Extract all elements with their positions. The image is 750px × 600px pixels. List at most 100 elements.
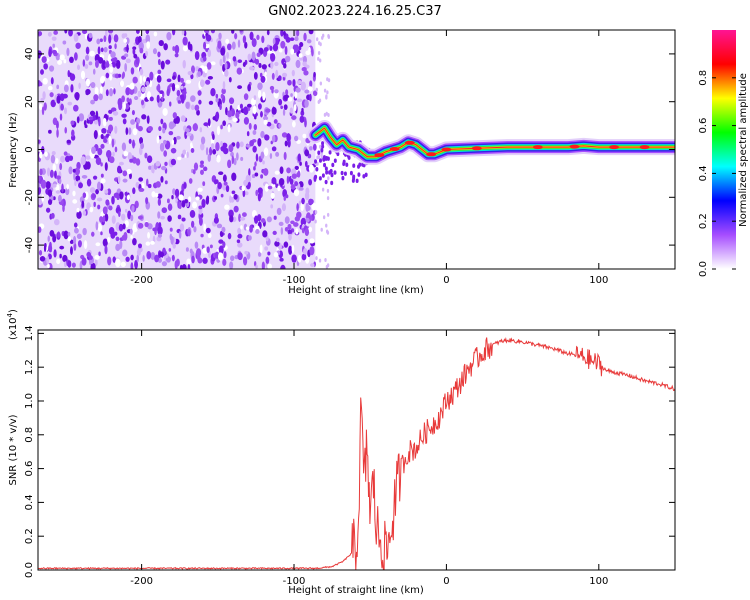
noise-speck — [232, 56, 237, 62]
noise-speck — [123, 101, 126, 111]
noise-speck — [205, 227, 211, 234]
noise-speck — [134, 259, 138, 269]
noise-speck — [263, 119, 268, 125]
noise-speck — [222, 53, 226, 64]
noise-speck — [207, 232, 212, 239]
ridge-hotspot — [389, 147, 400, 152]
noise-speck — [193, 226, 197, 233]
noise-speck — [50, 77, 54, 85]
noise-speck — [271, 146, 277, 152]
noise-speck — [128, 138, 132, 144]
noise-speck — [53, 249, 57, 258]
noise-speck — [66, 139, 71, 144]
noise-speck — [171, 122, 175, 129]
noise-speck — [40, 97, 44, 102]
snr-scale-close: ) — [8, 309, 19, 313]
signal-ridge-band — [314, 127, 675, 158]
noise-speck — [304, 89, 310, 94]
noise-speck — [76, 233, 82, 240]
noise-speck — [98, 129, 102, 136]
noise-speck — [194, 104, 200, 111]
ridge-scatter — [364, 172, 368, 178]
noise-speck — [257, 103, 262, 110]
noise-speck — [233, 193, 238, 200]
noise-speck — [257, 214, 262, 222]
noise-speck — [135, 56, 140, 65]
noise-speck — [42, 77, 48, 85]
noise-speck — [222, 120, 226, 127]
noise-speck — [237, 227, 242, 235]
noise-speck — [237, 233, 243, 239]
noise-speck — [81, 200, 85, 209]
noise-speck — [227, 159, 232, 169]
noise-speck — [73, 242, 77, 251]
snr-ytick-label: 1.2 — [24, 359, 35, 375]
colorbar-tick-label: 0.0 — [698, 261, 709, 277]
noise-speck — [297, 153, 302, 162]
noise-speck — [73, 222, 78, 228]
noise-speck — [48, 48, 52, 58]
noise-speck — [145, 197, 149, 205]
noise-speck — [112, 61, 117, 68]
noise-speck — [313, 71, 316, 78]
spectrogram-ylabel: Frequency (Hz) — [8, 112, 19, 188]
noise-speck — [139, 136, 143, 145]
noise-speck — [231, 155, 235, 165]
noise-speck — [228, 97, 235, 105]
noise-speck — [119, 161, 124, 166]
noise-speck — [80, 70, 86, 80]
noise-speck — [187, 41, 191, 51]
noise-speck — [88, 61, 93, 66]
noise-speck — [152, 48, 158, 55]
noise-speck — [296, 98, 303, 103]
ridge-scatter — [324, 179, 328, 185]
noise-speck — [236, 67, 243, 75]
noise-speck — [130, 235, 133, 239]
noise-speck — [50, 154, 56, 164]
noise-speck — [297, 254, 302, 263]
noise-speck — [199, 127, 203, 133]
noise-speck — [60, 103, 64, 111]
noise-speck — [152, 227, 157, 232]
noise-speck — [158, 126, 162, 132]
noise-speck — [122, 223, 126, 230]
noise-speck — [147, 126, 153, 132]
noise-speck — [129, 158, 134, 163]
ridge-scatter — [333, 170, 337, 175]
noise-speck — [295, 228, 299, 235]
noise-speck — [240, 156, 244, 161]
noise-speck — [47, 235, 51, 242]
noise-speck — [174, 260, 178, 269]
ridge-hotspot — [404, 140, 415, 145]
noise-speck — [261, 35, 265, 44]
noise-speck — [280, 30, 284, 37]
noise-speck — [121, 33, 126, 39]
ridge-scatter — [333, 158, 337, 163]
noise-speck — [59, 253, 62, 259]
noise-speck — [284, 45, 288, 55]
noise-speck — [95, 59, 99, 68]
noise-speck — [162, 127, 166, 134]
noise-speck — [319, 144, 322, 149]
noise-speck — [76, 116, 80, 124]
noise-speck — [242, 256, 248, 266]
noise-speck — [207, 75, 214, 80]
noise-speck — [220, 193, 224, 198]
noise-speck — [160, 215, 165, 220]
noise-speck — [208, 100, 214, 105]
noise-speck — [220, 140, 223, 147]
noise-speck — [107, 124, 114, 133]
noise-speck — [51, 36, 57, 41]
noise-speck — [116, 165, 122, 174]
noise-speck — [194, 50, 200, 61]
noise-speck — [274, 61, 279, 67]
noise-speck — [89, 206, 94, 213]
noise-speck — [104, 162, 108, 171]
noise-speck — [166, 88, 170, 97]
noise-speck — [159, 142, 165, 152]
noise-speck — [249, 31, 254, 41]
noise-speck — [301, 227, 305, 234]
noise-speck — [147, 183, 152, 189]
noise-speck — [229, 215, 234, 223]
noise-speck — [202, 181, 206, 187]
